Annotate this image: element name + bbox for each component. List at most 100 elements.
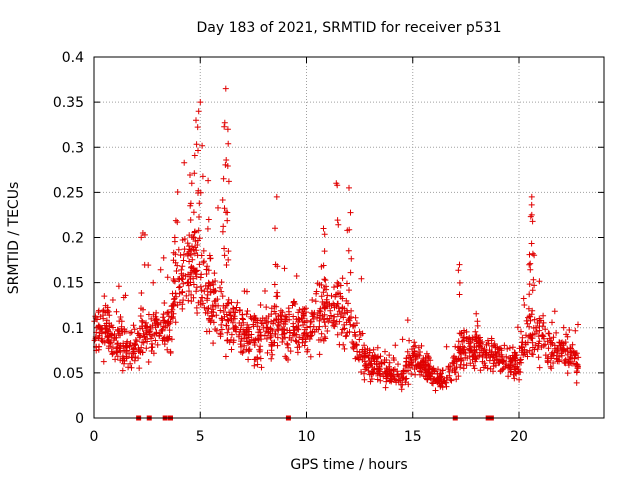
data-point [223,209,229,216]
data-point [493,351,500,358]
data-point [218,315,225,322]
data-point [509,344,516,351]
data-point [146,329,153,336]
data-point [284,327,291,334]
data-point [350,322,357,329]
data-point [256,348,263,355]
data-point [569,360,576,367]
data-point [428,379,435,386]
data-point [550,360,557,366]
data-point [470,353,476,360]
data-point [225,140,232,147]
data-point [102,309,109,316]
data-point [575,321,581,328]
data-point [502,361,509,367]
data-point [373,370,380,377]
data-point [126,343,133,350]
data-point [343,332,350,339]
data-point [191,152,198,159]
data-point [287,348,294,355]
data-point [366,347,373,354]
data-point [335,221,342,228]
data-point [515,366,522,372]
data-point [167,319,174,325]
data-point [246,328,253,335]
data-point [326,315,333,322]
data-point [573,368,580,375]
data-point [169,306,176,313]
data-point [535,340,542,347]
data-point [491,340,498,347]
data-point [210,340,217,347]
data-point [531,330,538,337]
data-point [207,255,214,262]
data-point [111,335,118,342]
data-point [320,316,327,323]
y-tick-label: 0.2 [62,231,84,247]
data-point [210,309,217,316]
data-point [224,126,231,133]
data-point [332,293,339,300]
data-point [285,356,291,363]
data-point [173,268,180,274]
data-point [121,347,128,354]
data-point [529,250,536,257]
data-point [336,341,343,348]
data-point [164,309,171,316]
data-point [350,345,357,352]
data-point [324,328,331,334]
data-point [540,333,547,340]
data-point [516,376,523,383]
data-point [564,333,571,340]
data-point [423,350,430,357]
data-point [274,334,281,341]
data-point [398,386,405,393]
data-point [204,225,211,232]
data-point [404,348,411,355]
data-point [430,376,437,383]
data-point [203,271,210,277]
data-point [186,273,193,280]
data-point [197,99,204,106]
data-point [497,345,504,352]
data-point [271,339,278,346]
data-point [479,358,486,365]
data-point [445,364,452,371]
data-point [504,345,511,352]
data-point [525,305,532,312]
data-point [346,317,353,324]
data-point [228,346,235,353]
data-point [257,355,264,362]
data-point [519,344,525,351]
data-point [391,375,398,382]
y-tick-labels: 0 0.05 0.1 0.15 0.2 0.25 0.3 0.35 0.4 [53,50,84,427]
data-point [271,303,278,310]
data-point [257,329,264,336]
data-point [531,282,538,289]
data-point [527,266,534,273]
data-point [457,355,464,362]
data-point [554,358,561,365]
data-point [463,362,470,369]
data-point [346,226,353,233]
data-point [153,316,160,322]
data-point [506,354,513,361]
data-point [190,234,197,241]
data-point [150,279,157,286]
data-point [456,349,463,356]
data-point [546,330,553,337]
data-point [425,354,432,361]
data-point [127,340,134,346]
data-point [193,284,200,291]
grid-lines [94,57,604,418]
data-point [383,365,390,372]
data-point [320,289,327,296]
data-point [456,291,463,298]
data-point [251,356,258,363]
data-point [383,357,390,363]
data-point [348,255,355,262]
data-point [225,248,232,255]
data-point [320,262,327,269]
data-point [321,334,328,340]
data-point [382,348,388,355]
